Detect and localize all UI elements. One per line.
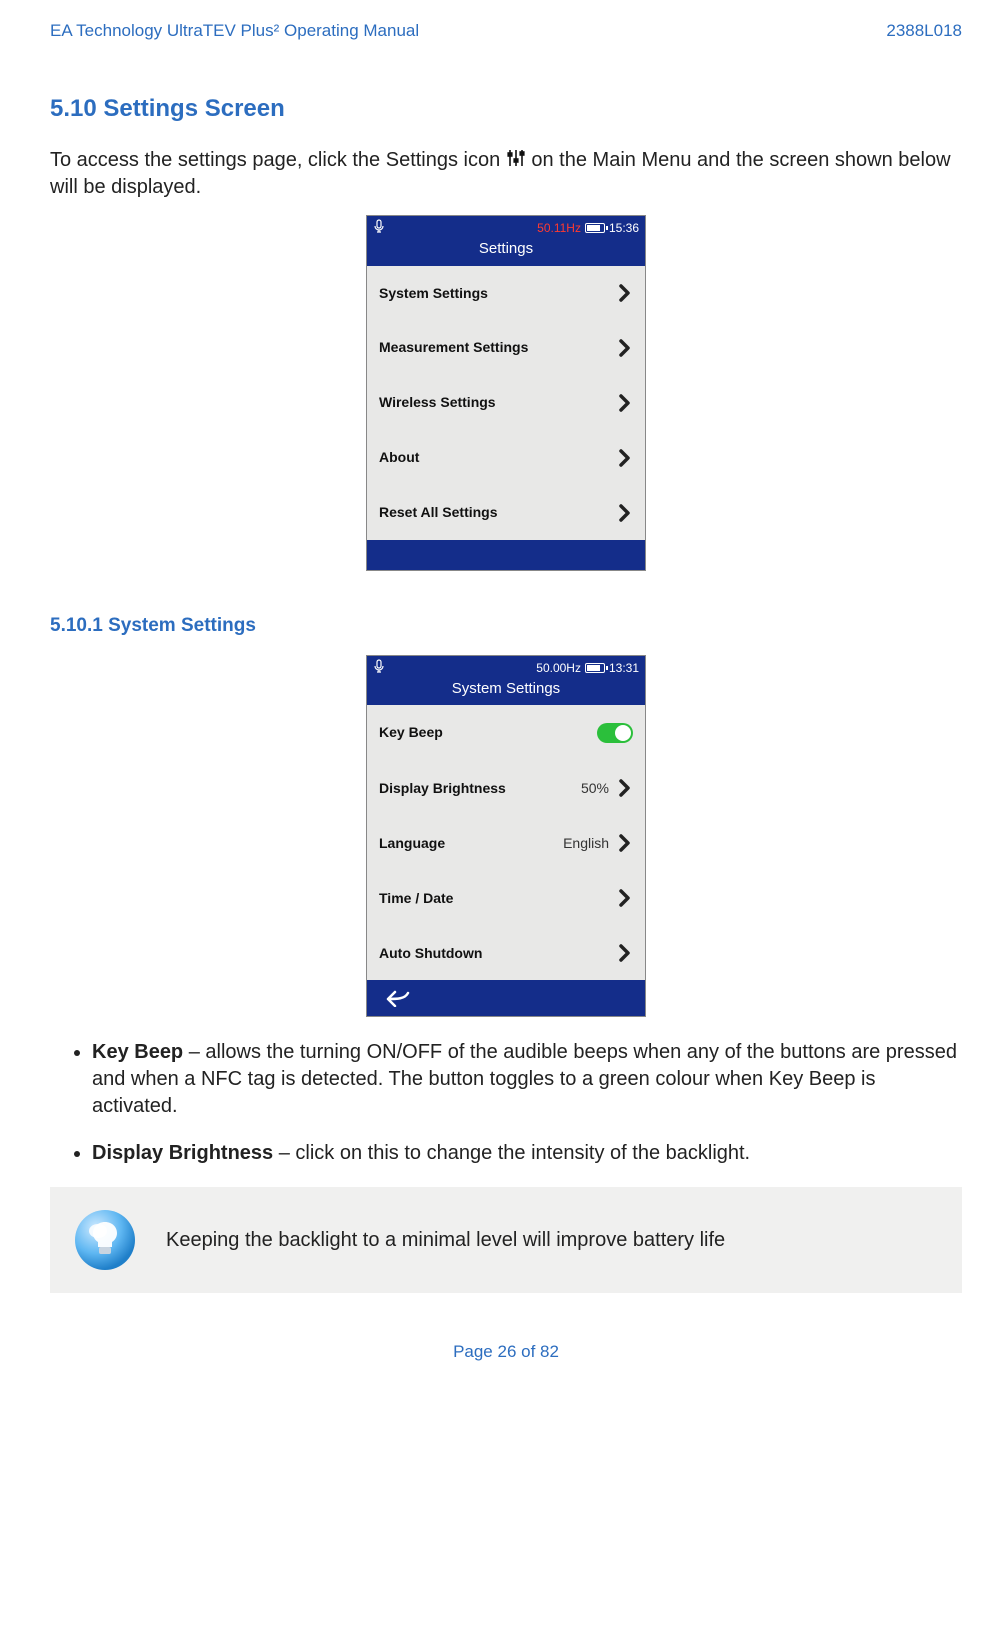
header-left: EA Technology UltraTEV Plus² Operating M…	[50, 20, 419, 43]
menu-item-label: Measurement Settings	[379, 338, 528, 357]
callout-text: Keeping the backlight to a minimal level…	[166, 1227, 725, 1254]
header-right: 2388L018	[886, 20, 962, 43]
clock-label: 13:31	[609, 660, 639, 676]
battery-icon	[585, 663, 605, 673]
menu-item-label: Auto Shutdown	[379, 944, 482, 963]
menu-item-wireless-settings[interactable]: Wireless Settings	[367, 375, 645, 430]
settings-menu: System Settings Measurement Settings Wir…	[367, 266, 645, 540]
info-callout: Keeping the backlight to a minimal level…	[50, 1187, 962, 1293]
menu-item-reset-all[interactable]: Reset All Settings	[367, 485, 645, 540]
screen-title: Settings	[373, 239, 639, 259]
battery-icon	[585, 223, 605, 233]
menu-item-time-date[interactable]: Time / Date	[367, 871, 645, 926]
menu-item-display-brightness[interactable]: Display Brightness 50%	[367, 761, 645, 816]
bullet-label: Display Brightness	[92, 1142, 273, 1164]
device-header: 50.11Hz 15:36 Settings	[367, 216, 645, 265]
chevron-right-icon	[617, 339, 633, 357]
menu-item-value: English	[563, 834, 609, 853]
frequency-label: 50.00Hz	[536, 660, 581, 676]
chevron-right-icon	[617, 449, 633, 467]
bullet-text: – click on this to change the intensity …	[273, 1142, 750, 1164]
frequency-label: 50.11Hz	[537, 220, 581, 236]
menu-item-auto-shutdown[interactable]: Auto Shutdown	[367, 926, 645, 981]
mic-icon	[373, 659, 385, 677]
settings-screenshot: 50.11Hz 15:36 Settings System Settings M…	[366, 215, 646, 571]
bullet-label: Key Beep	[92, 1041, 183, 1063]
menu-item-label: Language	[379, 834, 445, 853]
device-footer	[367, 980, 645, 1016]
status-bar: 50.00Hz 13:31	[373, 659, 639, 677]
bullet-display-brightness: Display Brightness – click on this to ch…	[92, 1140, 962, 1167]
settings-icon	[506, 148, 526, 168]
back-arrow-icon[interactable]	[385, 989, 411, 1007]
menu-item-language[interactable]: Language English	[367, 816, 645, 871]
bullet-list: Key Beep – allows the turning ON/OFF of …	[92, 1039, 962, 1167]
menu-item-label: System Settings	[379, 284, 488, 303]
chevron-right-icon	[617, 394, 633, 412]
chevron-right-icon	[617, 779, 633, 797]
menu-item-label: Time / Date	[379, 889, 453, 908]
subsection-heading: 5.10.1 System Settings	[50, 613, 962, 639]
menu-item-about[interactable]: About	[367, 430, 645, 485]
menu-item-label: Display Brightness	[379, 779, 506, 798]
mic-icon	[373, 219, 385, 237]
toggle-on-icon[interactable]	[597, 723, 633, 743]
section-heading: 5.10 Settings Screen	[50, 93, 962, 125]
device-footer	[367, 540, 645, 570]
intro-paragraph: To access the settings page, click the S…	[50, 147, 962, 201]
bullet-text: – allows the turning ON/OFF of the audib…	[92, 1041, 957, 1117]
menu-item-measurement-settings[interactable]: Measurement Settings	[367, 320, 645, 375]
page-footer: Page 26 of 82	[50, 1341, 962, 1364]
chevron-right-icon	[617, 504, 633, 522]
system-settings-menu: Key Beep Display Brightness 50% Language…	[367, 705, 645, 981]
page-header: EA Technology UltraTEV Plus² Operating M…	[50, 20, 962, 43]
system-settings-screenshot: 50.00Hz 13:31 System Settings Key Beep D…	[366, 655, 646, 1018]
chevron-right-icon	[617, 834, 633, 852]
bullet-key-beep: Key Beep – allows the turning ON/OFF of …	[92, 1039, 962, 1120]
clock-label: 15:36	[609, 220, 639, 236]
menu-item-key-beep[interactable]: Key Beep	[367, 705, 645, 761]
status-bar: 50.11Hz 15:36	[373, 219, 639, 237]
chevron-right-icon	[617, 889, 633, 907]
menu-item-value: 50%	[581, 779, 609, 798]
info-bulb-icon	[72, 1207, 138, 1273]
menu-item-label: Reset All Settings	[379, 503, 498, 522]
chevron-right-icon	[617, 944, 633, 962]
device-header: 50.00Hz 13:31 System Settings	[367, 656, 645, 705]
menu-item-label: About	[379, 448, 419, 467]
menu-item-label: Wireless Settings	[379, 393, 496, 412]
intro-before: To access the settings page, click the S…	[50, 149, 506, 171]
menu-item-label: Key Beep	[379, 723, 443, 742]
menu-item-system-settings[interactable]: System Settings	[367, 266, 645, 321]
chevron-right-icon	[617, 284, 633, 302]
screen-title: System Settings	[373, 679, 639, 699]
